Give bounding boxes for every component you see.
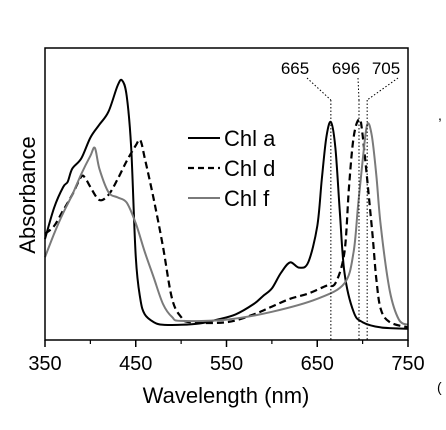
y-axis-title: Absorbance <box>15 136 40 253</box>
plot-area <box>44 78 409 330</box>
legend-label-chl-f: Chl f <box>224 186 270 211</box>
series-line-chl-f <box>44 122 409 326</box>
stray-mark-comma: , <box>438 107 442 123</box>
peak-leader-696 <box>357 77 360 101</box>
x-axis-title: Wavelength (nm) <box>143 383 310 408</box>
x-tick-label-650: 650 <box>301 353 334 375</box>
peak-label-705: 705 <box>372 59 400 78</box>
legend-label-chl-d: Chl d <box>224 156 275 181</box>
stray-mark-paren: ( <box>437 379 442 395</box>
peak-leader-705 <box>366 77 399 101</box>
x-tick-label-350: 350 <box>28 353 61 375</box>
peak-leader-665 <box>306 77 332 101</box>
legend: Chl a Chl d Chl f <box>188 126 276 211</box>
peak-label-696: 696 <box>332 59 360 78</box>
x-axis: 350 450 550 650 750 <box>28 340 425 375</box>
peak-annotations: 665 696 705 <box>281 59 400 340</box>
peak-label-665: 665 <box>281 59 309 78</box>
x-tick-label-550: 550 <box>210 353 243 375</box>
x-tick-label-450: 450 <box>119 353 152 375</box>
x-tick-label-750: 750 <box>391 353 424 375</box>
legend-label-chl-a: Chl a <box>224 126 276 151</box>
